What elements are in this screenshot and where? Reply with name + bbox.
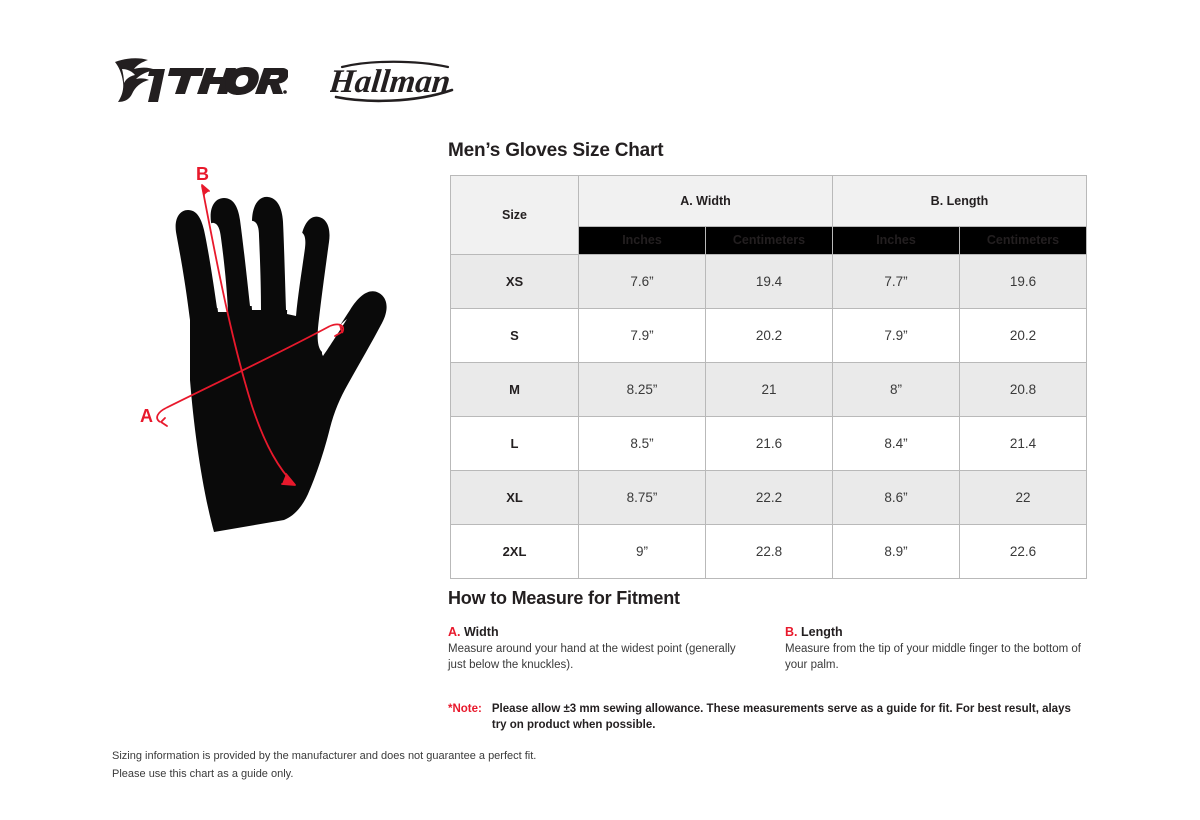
column-header-length-inches: Inches [832, 225, 960, 256]
cell-width-inches: 8.5” [578, 416, 706, 471]
cell-length-inches: 8.4” [832, 416, 960, 471]
footer-line-1: Sizing information is provided by the ma… [112, 750, 537, 762]
cell-length-centimeters: 19.6 [959, 254, 1087, 309]
table-header-row-units: Inches Centimeters Inches Centimeters [451, 225, 1087, 256]
table-row: S 7.9” 20.2 7.9” 20.2 [450, 308, 1087, 363]
hand-measurement-diagram: B A [118, 160, 428, 550]
measure-length-text: Measure from the tip of your middle fing… [785, 643, 1081, 671]
table-head: Size A. Width B. Length Inches Centimete… [450, 175, 1087, 256]
cell-size: XL [450, 470, 579, 525]
table-row: 2XL 9” 22.8 8.9” 22.6 [450, 524, 1087, 579]
cell-width-inches: 7.9” [578, 308, 706, 363]
cell-width-centimeters: 22.2 [705, 470, 833, 525]
cell-width-centimeters: 21.6 [705, 416, 833, 471]
note-block: *Note: Please allow ±3 mm sewing allowan… [448, 702, 1088, 733]
cell-length-inches: 8.9” [832, 524, 960, 579]
table-row: XS 7.6” 19.4 7.7” 19.6 [450, 254, 1087, 309]
cell-length-inches: 8” [832, 362, 960, 417]
note-text: Please allow ±3 mm sewing allowance. The… [491, 703, 1071, 731]
column-header-size: Size [450, 175, 579, 255]
measure-width-label: A. Width [448, 625, 751, 639]
column-header-length-centimeters: Centimeters [959, 225, 1087, 256]
column-header-width-centimeters: Centimeters [705, 225, 833, 256]
table-row: L 8.5” 21.6 8.4” 21.4 [450, 416, 1087, 471]
length-measure-arrow-icon [201, 184, 296, 486]
measure-width-letter: A. [448, 625, 461, 639]
table-body: XS 7.6” 19.4 7.7” 19.6 S 7.9” 20.2 7.9” … [450, 254, 1087, 579]
page-title: Men’s Gloves Size Chart [448, 140, 664, 161]
cell-width-centimeters: 19.4 [705, 254, 833, 309]
cell-length-centimeters: 20.2 [959, 308, 1087, 363]
table-header-row-groups: Size A. Width B. Length [450, 175, 1087, 255]
measure-width-block: A. Width Measure around your hand at the… [448, 625, 751, 673]
how-to-measure-section: How to Measure for Fitment A. Width Meas… [448, 588, 1088, 673]
column-header-width: A. Width [578, 175, 833, 227]
measure-length-letter: B. [785, 625, 798, 639]
cell-length-inches: 7.9” [832, 308, 960, 363]
diagram-label-b: B [196, 164, 209, 184]
cell-width-inches: 9” [578, 524, 706, 579]
width-measure-arrow-icon [156, 323, 345, 427]
cell-width-inches: 8.75” [578, 470, 706, 525]
measure-length-label: B. Length [785, 625, 1088, 639]
cell-size: S [450, 308, 579, 363]
cell-length-inches: 7.7” [832, 254, 960, 309]
hand-silhouette-icon [175, 196, 387, 532]
hallman-wordmark-icon: Hallman [330, 60, 454, 103]
brand-logo-bar: Hallman [112, 52, 458, 108]
cell-width-centimeters: 21 [705, 362, 833, 417]
cell-size: M [450, 362, 579, 417]
how-to-measure-heading: How to Measure for Fitment [448, 588, 680, 608]
size-chart-table: Size A. Width B. Length Inches Centimete… [450, 175, 1087, 579]
table-row: XL 8.75” 22.2 8.6” 22 [450, 470, 1087, 525]
cell-length-centimeters: 22.6 [959, 524, 1087, 579]
thor-logo [112, 56, 288, 104]
measure-length-block: B. Length Measure from the tip of your m… [785, 625, 1088, 673]
cell-size: 2XL [450, 524, 579, 579]
cell-width-inches: 8.25” [578, 362, 706, 417]
measure-width-name: Width [463, 625, 499, 639]
measure-length-name: Length [800, 625, 843, 639]
cell-width-inches: 7.6” [578, 254, 706, 309]
note-label: *Note: [448, 703, 482, 715]
cell-width-centimeters: 20.2 [705, 308, 833, 363]
cell-length-centimeters: 21.4 [959, 416, 1087, 471]
column-header-length: B. Length [832, 175, 1087, 227]
diagram-label-a: A [140, 406, 153, 426]
cell-length-centimeters: 22 [959, 470, 1087, 525]
cell-size: L [450, 416, 579, 471]
thor-helmet-icon [115, 58, 165, 102]
cell-length-centimeters: 20.8 [959, 362, 1087, 417]
cell-width-centimeters: 22.8 [705, 524, 833, 579]
thor-wordmark-icon [168, 67, 288, 95]
cell-length-inches: 8.6” [832, 470, 960, 525]
footer-disclaimer: Sizing information is provided by the ma… [112, 748, 536, 783]
column-header-width-inches: Inches [578, 225, 706, 256]
svg-text:Hallman: Hallman [330, 64, 452, 100]
footer-line-2: Please use this chart as a guide only. [112, 767, 294, 780]
cell-size: XS [450, 254, 579, 309]
table-row: M 8.25” 21 8” 20.8 [450, 362, 1087, 417]
measure-width-text: Measure around your hand at the widest p… [448, 643, 736, 671]
